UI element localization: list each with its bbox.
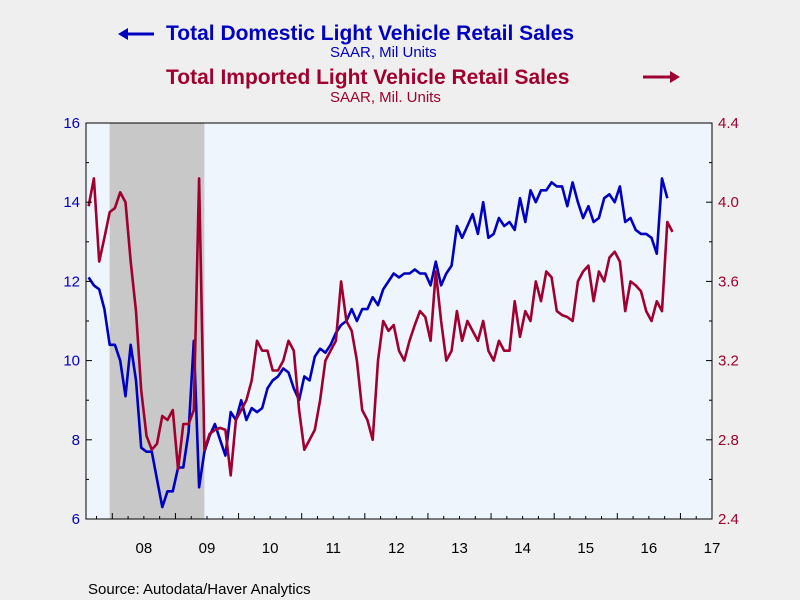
x-tick-label: 17 [704,540,721,557]
legend-imported-arrow-icon [670,71,680,83]
left-tick-label: 16 [63,115,80,132]
left-tick-label: 10 [63,353,80,370]
x-tick-label: 10 [262,540,279,557]
left-tick-label: 6 [72,511,80,528]
x-tick-label: 13 [451,540,468,557]
x-tick-label: 09 [199,540,216,557]
legend-domestic-arrow-icon [118,28,128,40]
right-tick-label: 4.0 [718,194,739,211]
left-axis: 6 8 10 12 14 16 [63,115,92,528]
right-tick-label: 2.4 [718,511,739,528]
legend-domestic-unit: SAAR, Mil Units [330,44,437,61]
recession-shading [109,123,205,519]
series-domestic-line [87,177,669,509]
right-axis: 2.4 2.8 3.2 3.6 4.0 4.4 [706,115,739,528]
x-tick-label: 15 [577,540,594,557]
x-tick-label: 08 [136,540,153,557]
right-tick-label: 3.6 [718,273,739,290]
x-tick-label: 12 [388,540,405,557]
left-tick-label: 12 [63,273,80,290]
x-axis: 08 09 10 11 12 13 14 15 16 17 [96,513,721,557]
series-imported-line [87,177,674,477]
series-layer [87,177,674,509]
legend-imported-title: Total Imported Light Vehicle Retail Sale… [166,66,569,89]
legend-imported-unit: SAAR, Mil. Units [330,89,441,106]
source-note: Source: Autodata/Haver Analytics [88,581,311,598]
x-tick-label: 16 [641,540,658,557]
right-tick-label: 4.4 [718,115,739,132]
left-tick-label: 8 [72,432,80,449]
x-tick-label: 14 [514,540,531,557]
legend-imported: Total Imported Light Vehicle Retail Sale… [166,66,680,106]
left-tick-label: 14 [63,194,80,211]
x-tick-label: 11 [325,540,341,557]
legend-domestic-title: Total Domestic Light Vehicle Retail Sale… [166,22,574,45]
right-tick-label: 3.2 [718,353,739,370]
legend-domestic: Total Domestic Light Vehicle Retail Sale… [118,22,574,61]
right-tick-label: 2.8 [718,432,739,449]
